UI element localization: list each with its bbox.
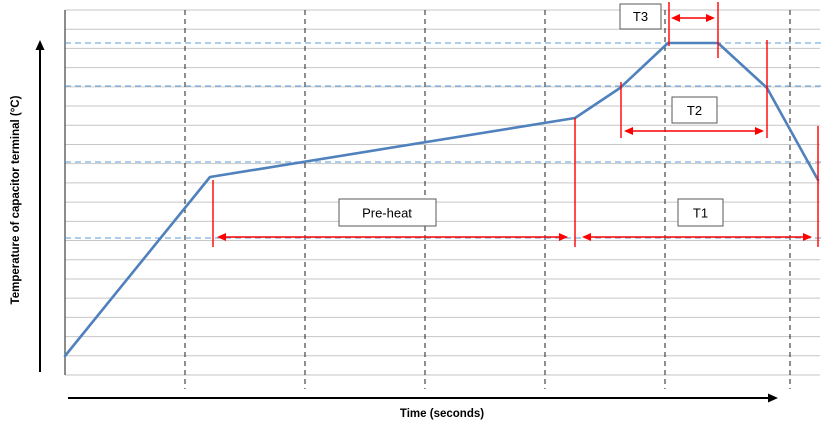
arrowhead-icon [671,14,680,22]
annotation-arrows [212,2,819,247]
t2-label-box [671,96,718,124]
t3-label-box [619,3,662,30]
preheat-label-box [338,198,437,227]
axes [35,40,778,403]
arrowhead-icon [217,233,226,241]
arrowhead-icon [582,233,591,241]
preheat-label: Pre-heat [362,206,412,221]
arrowhead-icon [706,14,715,22]
y-axis-label: Temperature of capacitor terminal (°C) [10,95,22,304]
arrowhead-icon [755,127,764,135]
arrowhead-icon [803,233,812,241]
temperature-profile-line [63,41,820,358]
x-axis-arrowhead-icon [768,393,778,403]
arrowhead-icon [559,233,568,241]
t2-label: T2 [687,103,702,118]
arrowhead-icon [624,127,633,135]
y-axis-arrowhead-icon [35,40,45,50]
annotation-boxes: Pre-heat T1 T2 T3 [338,3,724,227]
t1-label: T1 [693,206,708,221]
x-axis-label: Time (seconds) [400,408,484,420]
t3-label: T3 [633,9,648,24]
profile-series [63,41,820,358]
t1-label-box [677,198,724,227]
